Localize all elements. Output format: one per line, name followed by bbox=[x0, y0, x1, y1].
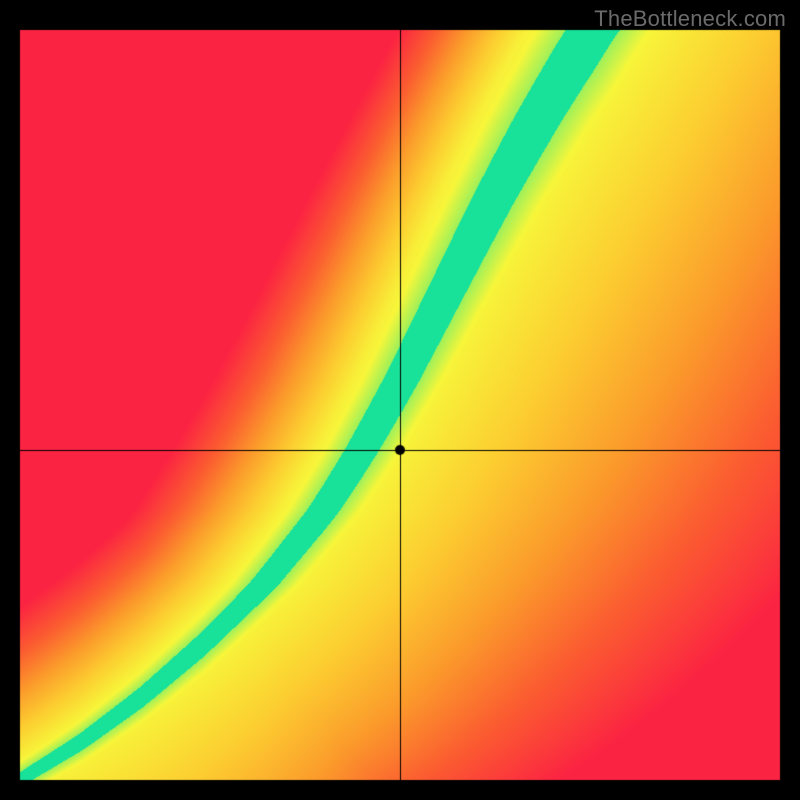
chart-container: TheBottleneck.com bbox=[0, 0, 800, 800]
watermark-text: TheBottleneck.com bbox=[594, 6, 786, 32]
bottleneck-heatmap bbox=[0, 0, 800, 800]
